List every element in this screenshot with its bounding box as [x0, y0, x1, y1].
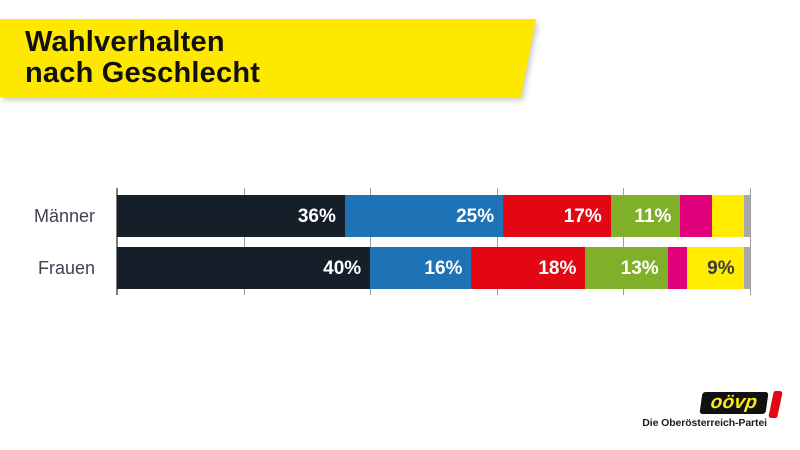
category-label-frauen: Frauen	[37, 258, 95, 278]
segment-value-label: 40%	[323, 257, 362, 279]
plot-area: 36% 25% 17% 11% 40% 16% 18% 13% 9%	[116, 188, 751, 295]
axis-tick-60	[496, 188, 498, 295]
logo-wordmark: oövp	[709, 391, 759, 413]
title-banner-shape: Wahlverhalten nach Geschlecht	[0, 19, 536, 97]
logo-red-swoosh-icon	[768, 391, 783, 418]
bar-segment-gray	[743, 247, 750, 289]
segment-value-label: 25%	[456, 205, 495, 227]
bar-row-männer: 36% 25% 17% 11%	[117, 195, 750, 237]
bar-segment-dark-navy: 40%	[117, 247, 371, 289]
bar-segment-magenta	[680, 195, 712, 237]
bar-segment-magenta	[667, 247, 687, 289]
bar-row-frauen: 40% 16% 18% 13% 9%	[117, 247, 750, 289]
bar-segment-red: 18%	[471, 247, 586, 289]
category-label-männer: Männer	[33, 206, 95, 226]
segment-value-label: 16%	[424, 257, 463, 279]
axis-tick-100	[750, 188, 751, 295]
bar-segment-blue: 25%	[344, 195, 504, 237]
logo-tagline: Die Oberösterreich-Partei	[642, 417, 767, 429]
stacked-bar-chart: 36% 25% 17% 11% 40% 16% 18% 13% 9% Männer Frauen	[0, 188, 800, 296]
segment-value-label: 13%	[620, 257, 659, 279]
segment-value-label: 18%	[538, 257, 577, 279]
segment-value-label: 11%	[634, 205, 672, 227]
bar-segment-gray	[743, 195, 750, 237]
segment-value-label: 36%	[297, 205, 336, 227]
bar-segment-red: 17%	[503, 195, 611, 237]
axis-tick-80	[623, 188, 625, 295]
axis-tick-20	[243, 188, 245, 295]
segment-value-label: 9%	[707, 257, 735, 279]
title-banner: Wahlverhalten nach Geschlecht	[0, 19, 536, 97]
axis-tick-0	[116, 188, 118, 295]
bar-segment-green: 13%	[585, 247, 668, 289]
page-title-line2: nach Geschlecht	[25, 57, 261, 89]
logo-wordmark-box: oövp	[699, 391, 769, 414]
oovp-logo: oövp Die Oberösterreich-Partei	[630, 390, 790, 435]
bar-segment-dark-navy: 36%	[117, 195, 345, 237]
segment-value-label: 17%	[563, 205, 602, 227]
axis-tick-40	[370, 188, 372, 295]
bar-segment-blue: 16%	[370, 247, 472, 289]
bar-segment-green: 11%	[610, 195, 681, 237]
bar-segment-yellow	[712, 195, 744, 237]
page-title-line1: Wahlverhalten	[25, 26, 225, 58]
bar-segment-yellow: 9%	[686, 247, 744, 289]
